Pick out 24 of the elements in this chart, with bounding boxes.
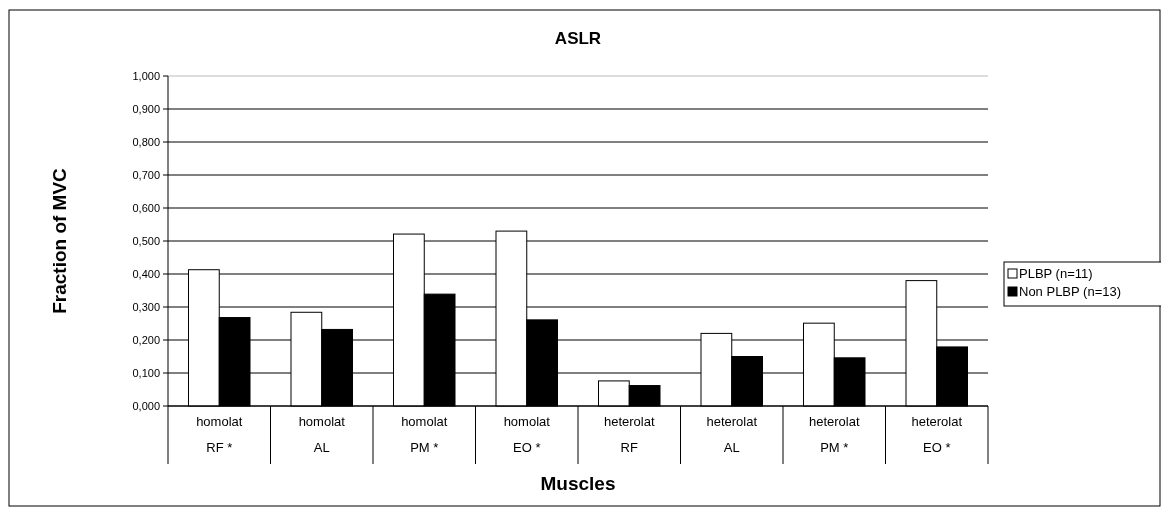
y-tick-label: 0,600 (132, 201, 160, 214)
y-tick-label: 0,100 (132, 366, 160, 379)
y-tick-label: 0,300 (132, 300, 160, 313)
y-tick-label: 0,700 (132, 168, 160, 181)
y-tick-label: 0,500 (132, 234, 160, 247)
x-tick-label: heterolat RF (603, 414, 655, 455)
y-tick-label: 0,000 (132, 399, 160, 412)
chart-title: ASLR (554, 29, 602, 48)
legend-label: Non PLBP (n=13) (1019, 284, 1122, 299)
y-tick-label: 0,800 (132, 135, 160, 148)
x-tick-label: homolat PM * (401, 414, 448, 455)
x-tick-label: homolat EO * (503, 414, 551, 455)
x-tick-label: heterolat PM * (808, 414, 860, 455)
legend-label: PLBP (n=11) (1019, 266, 1093, 281)
y-tick-label: 1,000 (132, 69, 160, 82)
x-tick-label: homolat AL (298, 414, 346, 455)
x-tick-label: homolat RF * (196, 414, 243, 455)
y-tick-label: 0,200 (132, 333, 160, 346)
x-tick-label: heterolat AL (706, 414, 758, 455)
y-axis-title: Fraction of MVC (49, 167, 70, 314)
y-tick-label: 0,900 (132, 102, 160, 115)
x-tick-label: heterolat EO * (911, 414, 963, 455)
x-axis-title: Muscles (540, 473, 616, 494)
y-tick-label: 0,400 (132, 267, 160, 280)
